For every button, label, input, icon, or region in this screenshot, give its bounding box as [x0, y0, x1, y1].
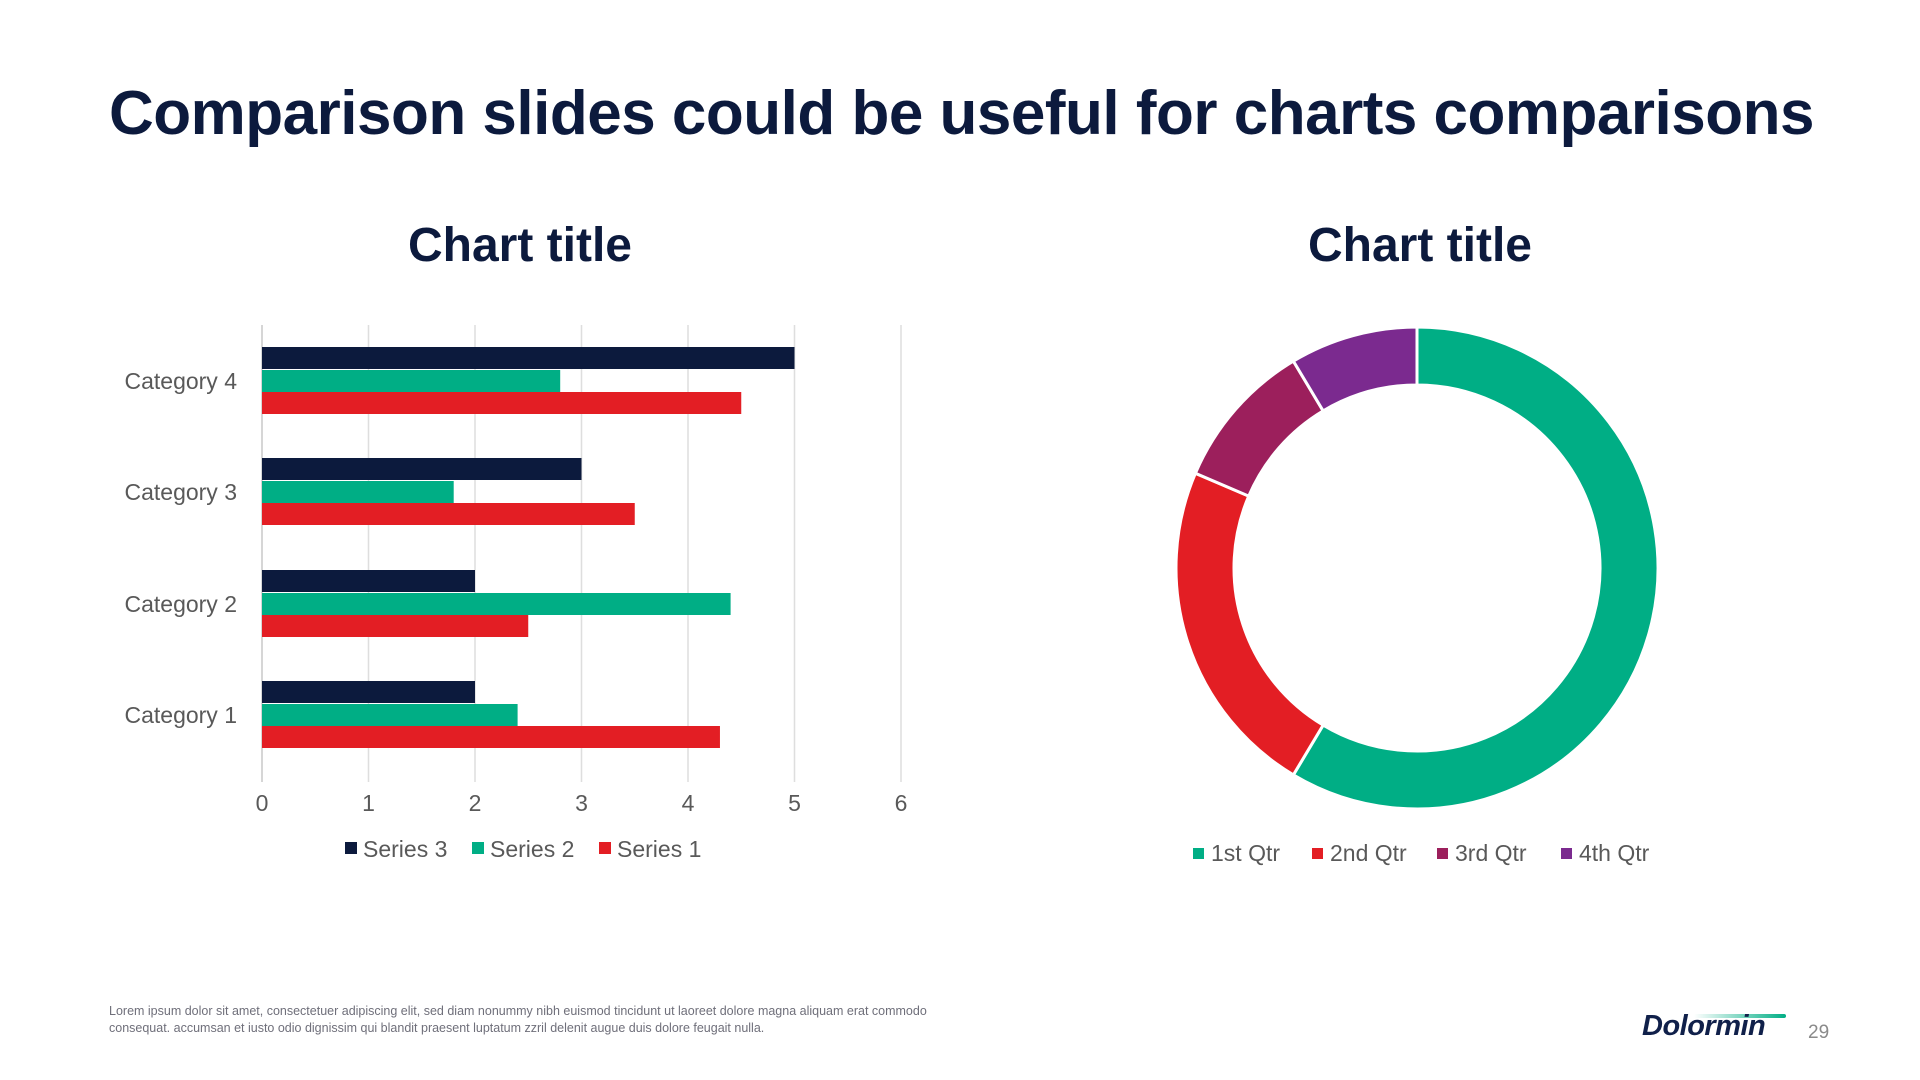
x-tick-label: 5 — [788, 790, 801, 816]
legend-swatch — [472, 842, 484, 854]
donut-slice-1st-qtr — [1291, 325, 1660, 811]
bar-series-3 — [262, 347, 795, 369]
x-tick-label: 1 — [362, 790, 375, 816]
x-tick-label: 6 — [895, 790, 908, 816]
x-tick-label: 0 — [256, 790, 269, 816]
legend-label: Series 2 — [490, 836, 574, 862]
category-label: Category 2 — [124, 591, 237, 617]
bar-series-2 — [262, 481, 454, 503]
legend-swatch — [1312, 848, 1323, 859]
legend-label: 3rd Qtr — [1455, 840, 1527, 866]
x-tick-label: 4 — [682, 790, 695, 816]
legend-swatch — [1437, 848, 1448, 859]
footer-text: Lorem ipsum dolor sit amet, consectetuer… — [109, 1004, 927, 1035]
bar-series-1 — [262, 726, 720, 748]
bar-series-1 — [262, 615, 529, 637]
category-label: Category 4 — [124, 368, 237, 394]
donut-chart-title: Chart title — [1307, 219, 1532, 272]
donut-slice-2nd-qtr — [1174, 471, 1326, 777]
bar-chart-title: Chart title — [407, 219, 632, 272]
bar-series-3 — [262, 458, 582, 480]
x-tick-label: 2 — [469, 790, 482, 816]
bar-series-1 — [262, 392, 742, 414]
slide-title: Comparison slides could be useful for ch… — [109, 79, 1814, 148]
x-tick-label: 3 — [575, 790, 588, 816]
bar-series-3 — [262, 681, 475, 703]
legend-label: Series 1 — [617, 836, 701, 862]
legend-label: 1st Qtr — [1211, 840, 1280, 866]
page-number: 29 — [1808, 1022, 1830, 1043]
category-label: Category 3 — [124, 479, 237, 505]
legend-label: 2nd Qtr — [1330, 840, 1407, 866]
legend-swatch — [1561, 848, 1572, 859]
legend-swatch — [345, 842, 357, 854]
legend-swatch — [599, 842, 611, 854]
brand-logo: Dolormin — [1642, 1010, 1766, 1042]
bar-series-2 — [262, 704, 518, 726]
logo-swoosh — [1694, 1014, 1786, 1018]
legend-swatch — [1193, 848, 1204, 859]
category-label: Category 1 — [124, 702, 237, 728]
bar-series-1 — [262, 503, 635, 525]
donut-chart: 1st Qtr 2nd Qtr 3rd Qtr 4th Qtr — [1174, 325, 1660, 866]
bar-series-3 — [262, 570, 475, 592]
bar-series-2 — [262, 593, 731, 615]
bar-series-2 — [262, 370, 561, 392]
donut-slice-4th-qtr — [1291, 325, 1419, 413]
bar-chart: 0 1 2 3 4 5 6 Category 1 Category 2 Category 3 Cat… — [124, 325, 908, 862]
legend-label: Series 3 — [363, 836, 447, 862]
legend-label: 4th Qtr — [1579, 840, 1650, 866]
